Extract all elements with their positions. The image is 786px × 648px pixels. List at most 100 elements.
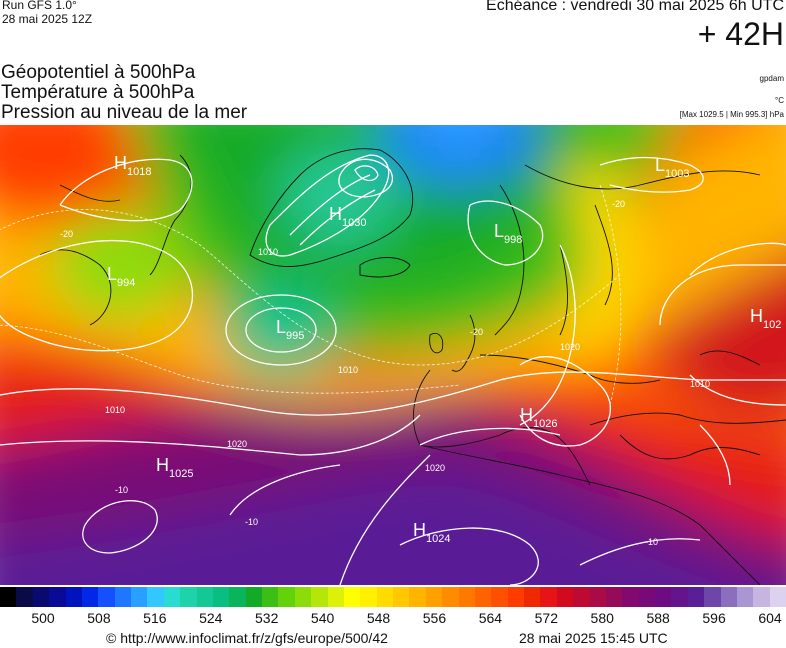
isobar-label: 1010 (338, 365, 358, 375)
isobar-label: 1010 (258, 247, 278, 257)
colorbar-swatch (540, 587, 557, 607)
colorbar-swatch (524, 587, 541, 607)
colorbar-tick-label: 500 (31, 610, 55, 626)
colorbar-swatch (458, 587, 475, 607)
colorbar-tick-label: 524 (199, 610, 223, 626)
colorbar-tick-label: 564 (478, 610, 503, 626)
colorbar-tick-label: 580 (590, 610, 614, 626)
isobar-labels: 1010 1020 1020 1020 1010 1010 1010 (105, 247, 710, 473)
isobar-label: 1010 (105, 405, 125, 415)
colorbar-swatch (736, 587, 754, 607)
temperature-label: -10 (245, 517, 258, 527)
colorbar-swatch (507, 587, 524, 607)
colorbar-swatch (114, 587, 131, 607)
temperature-labels: -20 -20 -10 -10 -10 -20 (60, 199, 658, 547)
forecast-valid-time: Echéance : vendredi 30 mai 2025 6h UTC (486, 0, 784, 14)
colorbar-swatch (360, 587, 377, 607)
colorbar-tick-label: 588 (646, 610, 670, 626)
isobar-label: 1020 (227, 439, 247, 449)
isobar-label: 1010 (690, 379, 710, 389)
pressure-center: L1003 (655, 155, 690, 180)
colorbar-tick-label: 572 (534, 610, 558, 626)
pressure-center: H1018 (114, 153, 151, 178)
temperature-label: -10 (115, 485, 128, 495)
colorbar-swatch (376, 587, 393, 607)
pressure-centers: H1018 H1030 L1003 L998 L994 L995 H102 H1… (107, 153, 781, 545)
colorbar-tick-label: 508 (87, 610, 111, 626)
colorbar-swatch (65, 587, 82, 607)
colorbar-swatch (655, 587, 672, 607)
colorbar-tick-label: 604 (758, 610, 782, 626)
colorbar-swatch (327, 587, 344, 607)
colorbar-swatch (556, 587, 574, 607)
title-pressure: Pression au niveau de la mer (1, 102, 248, 123)
colorbar-swatch (687, 587, 705, 607)
colorbar-swatch (343, 587, 361, 607)
colorbar-swatch (147, 587, 164, 607)
colorbar-swatch (131, 587, 148, 607)
colorbar-swatch (491, 587, 508, 607)
colorbar-swatch (442, 587, 459, 607)
colorbar-tick-label: 596 (702, 610, 726, 626)
temperature-label: -10 (645, 537, 658, 547)
colorbar-swatch (573, 587, 590, 607)
temperature-contours (0, 184, 622, 406)
colorbar (0, 587, 786, 607)
pressure-center: H1030 (329, 204, 366, 229)
pressure-center: H1026 (520, 405, 557, 430)
forecast-offset: + 42H (697, 16, 784, 52)
isobars (0, 154, 786, 585)
colorbar-swatch (81, 587, 99, 607)
pressure-center: L998 (494, 221, 522, 246)
colorbar-swatch (393, 587, 410, 607)
colorbar-swatch (589, 587, 606, 607)
unit-geopotential: gpdam (759, 74, 784, 83)
colorbar-swatch (753, 587, 770, 607)
colorbar-swatch (622, 587, 639, 607)
colorbar-swatch (311, 587, 328, 607)
temperature-label: -20 (612, 199, 625, 209)
colorbar-swatch (16, 587, 33, 607)
colorbar-swatch (425, 587, 443, 607)
colorbar-swatch (32, 587, 50, 607)
colorbar-swatch (294, 587, 312, 607)
colorbar-swatch (163, 587, 181, 607)
colorbar-swatch (196, 587, 213, 607)
colorbar-tick-label: 532 (255, 610, 279, 626)
colorbar-swatch (49, 587, 66, 607)
temperature-label: -20 (60, 229, 73, 239)
colorbar-swatch (474, 587, 492, 607)
generated-timestamp: 28 mai 2025 15:45 UTC (519, 630, 668, 646)
isobar-label: 1020 (560, 342, 580, 352)
pressure-center: L994 (107, 264, 135, 289)
pressure-center: L995 (276, 317, 304, 342)
weather-map-svg: H1018 H1030 L1003 L998 L994 L995 H102 H1… (0, 125, 786, 585)
unit-pressure-range: [Max 1029.5 | Min 995.3] hPa (679, 110, 784, 119)
colorbar-swatch (769, 587, 786, 607)
geopotential-field (0, 125, 786, 585)
colorbar-swatch (638, 587, 655, 607)
colorbar-swatch (278, 587, 295, 607)
colorbar-ticks: 500 508 516 524 532 540 548 556 564 572 580 588 596 6… (0, 610, 786, 628)
colorbar-tick-label: 556 (422, 610, 447, 626)
colorbar-tick-label: 516 (143, 610, 167, 626)
colorbar-tick-label: 540 (310, 610, 335, 626)
run-date: 28 mai 2025 12Z (2, 12, 93, 26)
colorbar-swatch (212, 587, 230, 607)
colorbar-swatch (245, 587, 262, 607)
run-label: Run GFS 1.0° (2, 0, 77, 12)
temperature-label: -20 (470, 327, 483, 337)
unit-temperature: °C (775, 96, 784, 105)
pressure-center: H102 (750, 306, 781, 331)
title-geopotential: Géopotentiel à 500hPa (1, 62, 196, 83)
colorbar-swatch (409, 587, 426, 607)
colorbar-swatch (262, 587, 279, 607)
colorbar-swatch (98, 587, 115, 607)
colorbar-tick-label: 548 (366, 610, 391, 626)
colorbar-swatch (605, 587, 623, 607)
colorbar-swatch (0, 587, 17, 607)
colorbar-swatch (704, 587, 721, 607)
colorbar-swatch (229, 587, 246, 607)
weather-map: H1018 H1030 L1003 L998 L994 L995 H102 H1… (0, 125, 786, 585)
source-url[interactable]: © http://www.infoclimat.fr/z/gfs/europe/… (106, 630, 388, 646)
